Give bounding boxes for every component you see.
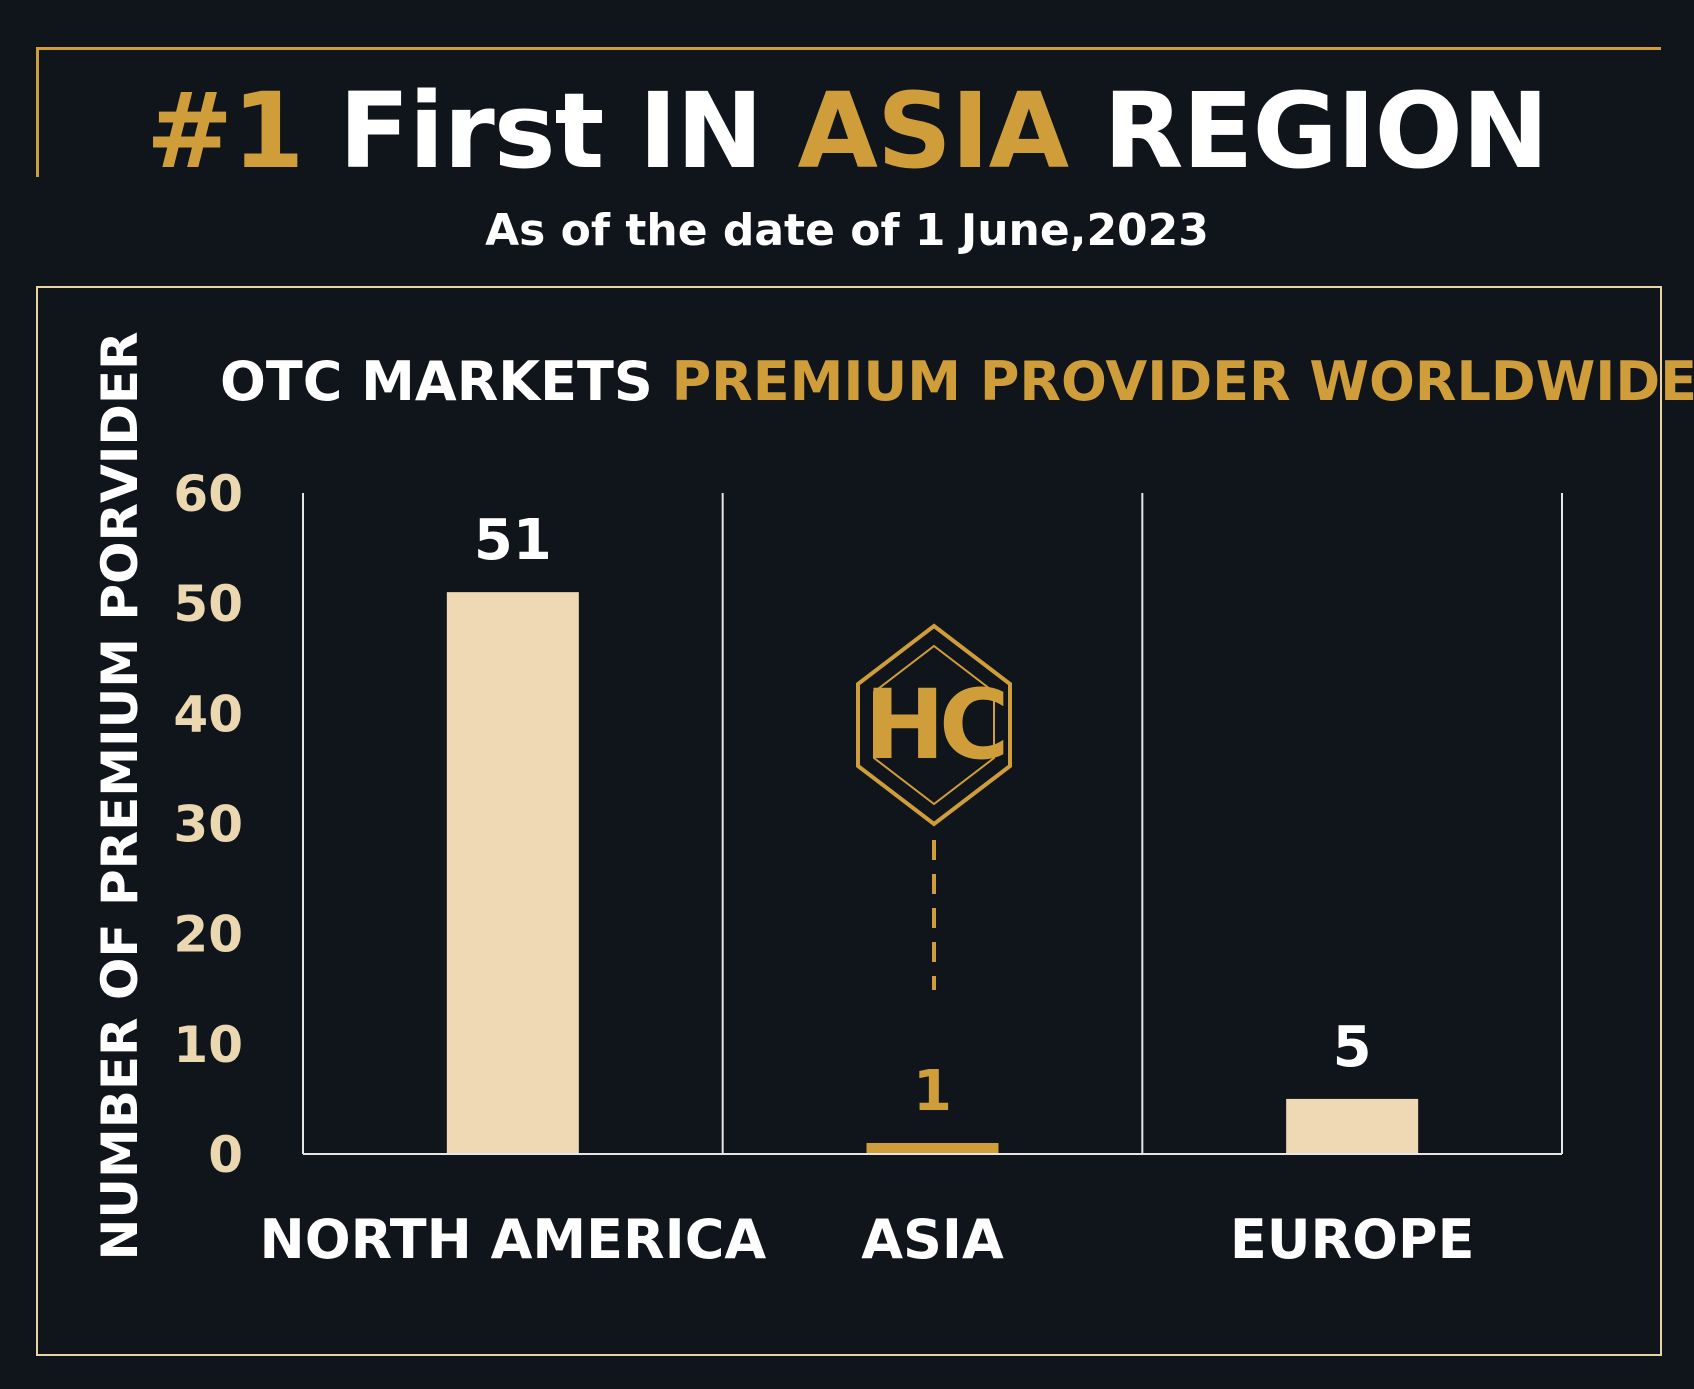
logo-hexagon-outline <box>856 623 1012 827</box>
bars <box>446 592 1419 1154</box>
category-separators <box>302 493 1563 1154</box>
value-label: 51 <box>474 508 552 573</box>
chart-frame <box>36 286 1662 1356</box>
value-label: 5 <box>1333 1015 1372 1080</box>
category-label: NORTH AMERICA <box>260 1208 767 1271</box>
title-first: First IN <box>338 70 764 192</box>
bar-europe <box>1286 1098 1419 1154</box>
category-label: EUROPE <box>1230 1208 1475 1271</box>
title-region: REGION <box>1103 70 1549 192</box>
chart-title-part2: PREMIUM PROVIDER WORLDWIDE <box>671 350 1694 413</box>
value-label: 1 <box>913 1059 952 1124</box>
hc-logo: HC <box>856 623 1012 990</box>
chart-title-part1: OTC MARKETS <box>220 350 653 413</box>
title-region-highlight: ASIA <box>797 70 1070 192</box>
page-title: #1 First IN ASIA REGION <box>0 70 1694 192</box>
value-labels: 51 1 5 <box>474 508 1372 1124</box>
y-tick-label: 60 <box>173 465 243 523</box>
bar-asia <box>866 1142 999 1154</box>
y-tick-label: 10 <box>173 1016 243 1074</box>
bar-north-america <box>446 592 579 1154</box>
category-label: ASIA <box>861 1208 1004 1271</box>
y-tick-label: 0 <box>208 1126 243 1184</box>
header-frame <box>36 47 1661 177</box>
title-rank: #1 <box>146 70 305 192</box>
logo-hexagon-inner <box>873 644 995 806</box>
y-tick-label: 30 <box>173 796 243 854</box>
category-labels: NORTH AMERICA ASIA EUROPE <box>260 1208 1475 1271</box>
y-tick-label: 40 <box>173 685 243 743</box>
logo-text: HC <box>865 669 1004 781</box>
page-subtitle: As of the date of 1 June,2023 <box>485 205 1209 256</box>
y-tick-label: 20 <box>173 906 243 964</box>
y-tick-label: 50 <box>173 575 243 633</box>
y-axis-ticks: 60 50 40 30 20 10 0 <box>173 465 243 1184</box>
chart-title: OTC MARKETS PREMIUM PROVIDER WORLDWIDE <box>220 350 1694 413</box>
